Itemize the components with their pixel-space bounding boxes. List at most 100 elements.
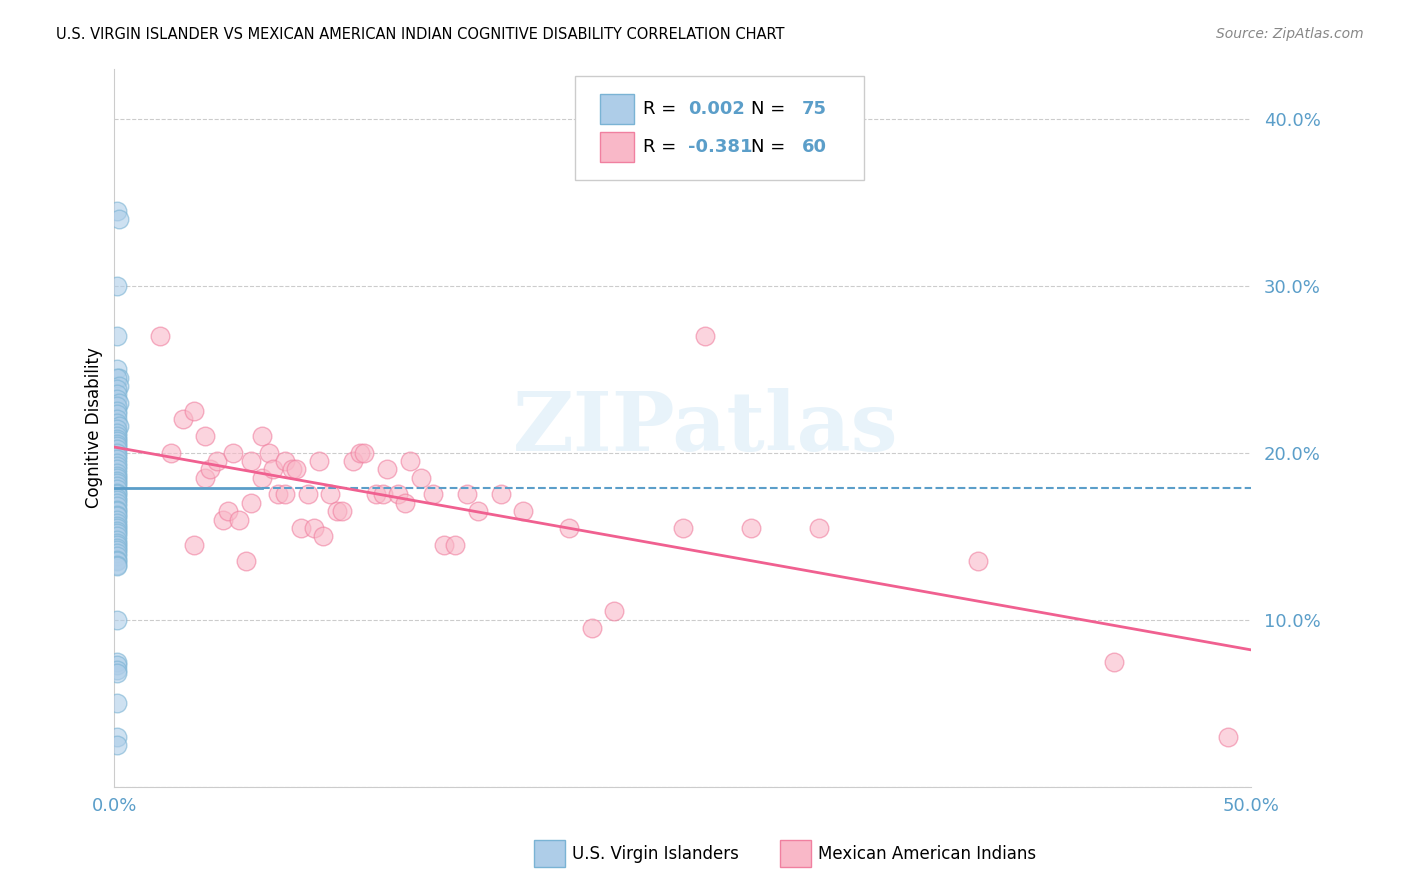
Point	[105, 203, 128, 218]
Point	[433, 538, 456, 552]
Point	[108, 419, 131, 434]
Point	[105, 382, 128, 396]
Point	[422, 487, 444, 501]
Point	[105, 404, 128, 418]
Text: U.S. VIRGIN ISLANDER VS MEXICAN AMERICAN INDIAN COGNITIVE DISABILITY CORRELATION: U.S. VIRGIN ISLANDER VS MEXICAN AMERICAN…	[56, 27, 785, 42]
Point	[105, 387, 128, 401]
Y-axis label: Cognitive Disability: Cognitive Disability	[86, 347, 103, 508]
Point	[250, 471, 273, 485]
Point	[297, 487, 319, 501]
Point	[274, 454, 297, 468]
Point	[1104, 655, 1126, 669]
Point	[105, 485, 128, 500]
Text: N =: N =	[751, 138, 790, 156]
Text: Mexican American Indians: Mexican American Indians	[818, 845, 1036, 863]
Point	[105, 446, 128, 460]
Text: 60: 60	[801, 138, 827, 156]
Point	[394, 496, 416, 510]
Point	[105, 657, 128, 672]
Point	[105, 362, 128, 376]
Point	[172, 412, 194, 426]
FancyBboxPatch shape	[575, 76, 865, 180]
Point	[512, 504, 534, 518]
Point	[257, 446, 280, 460]
Point	[387, 487, 409, 501]
Point	[274, 487, 297, 501]
Point	[353, 446, 375, 460]
Point	[149, 328, 172, 343]
Point	[105, 552, 128, 566]
Text: ZIPatlas: ZIPatlas	[513, 388, 898, 467]
Point	[108, 211, 131, 226]
Point	[105, 524, 128, 539]
Point	[105, 730, 128, 744]
Point	[105, 558, 128, 572]
Point	[108, 395, 131, 409]
Point	[105, 422, 128, 436]
Point	[105, 278, 128, 293]
Point	[105, 459, 128, 474]
Point	[105, 508, 128, 522]
Point	[105, 475, 128, 490]
Point	[105, 519, 128, 533]
Point	[603, 604, 626, 618]
Text: U.S. Virgin Islanders: U.S. Virgin Islanders	[572, 845, 740, 863]
Text: 75: 75	[801, 100, 827, 118]
Point	[467, 504, 489, 518]
Point	[342, 454, 364, 468]
Point	[263, 462, 285, 476]
Point	[105, 541, 128, 555]
Bar	[599, 94, 634, 124]
Point	[105, 666, 128, 681]
Point	[326, 504, 349, 518]
Bar	[599, 132, 634, 162]
Point	[217, 504, 239, 518]
Point	[105, 559, 128, 574]
Point	[364, 487, 387, 501]
Point	[105, 474, 128, 488]
Point	[235, 554, 257, 568]
Point	[105, 433, 128, 447]
Point	[105, 549, 128, 564]
Point	[105, 509, 128, 524]
Point	[489, 487, 512, 501]
Point	[105, 502, 128, 516]
Point	[105, 696, 128, 710]
Point	[105, 504, 128, 518]
Point	[444, 538, 467, 552]
Point	[411, 471, 433, 485]
Point	[105, 429, 128, 443]
Point	[105, 479, 128, 493]
Point	[371, 487, 394, 501]
Point	[105, 416, 128, 430]
Text: -0.381: -0.381	[688, 138, 752, 156]
Point	[239, 496, 262, 510]
Point	[105, 462, 128, 476]
Point	[285, 462, 308, 476]
Point	[105, 407, 128, 421]
Point	[105, 491, 128, 505]
Point	[290, 521, 312, 535]
Point	[319, 487, 342, 501]
Point	[105, 442, 128, 457]
Point	[105, 512, 128, 526]
Point	[671, 521, 693, 535]
Point	[105, 516, 128, 530]
Point	[456, 487, 478, 501]
Point	[183, 404, 205, 418]
Point	[239, 454, 262, 468]
Point	[312, 529, 335, 543]
Point	[105, 456, 128, 470]
Point	[349, 446, 371, 460]
Point	[105, 469, 128, 483]
Point	[105, 499, 128, 513]
Point	[205, 454, 228, 468]
Point	[105, 439, 128, 453]
Point	[581, 621, 603, 635]
Point	[1216, 730, 1239, 744]
Point	[105, 370, 128, 384]
Point	[198, 462, 221, 476]
Point	[105, 425, 128, 440]
Point	[183, 538, 205, 552]
Point	[807, 521, 830, 535]
